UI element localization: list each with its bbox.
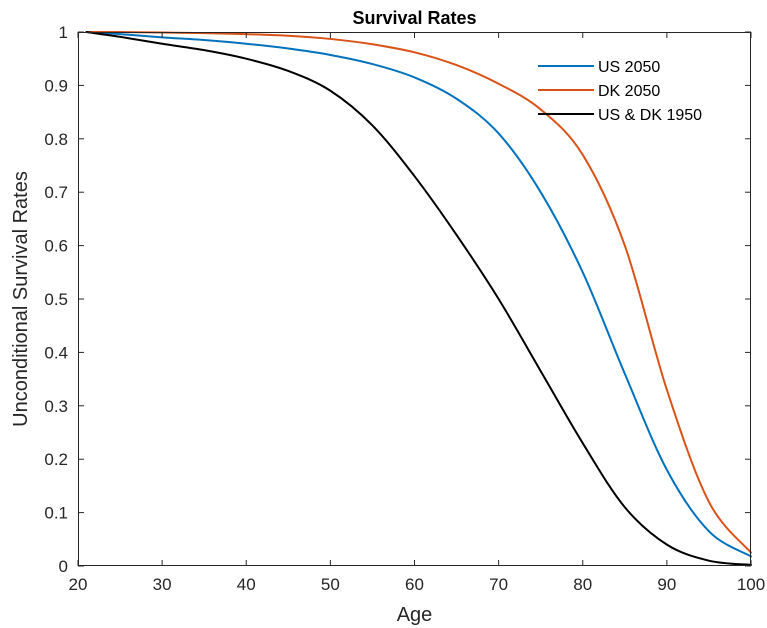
series-line-1 [85,30,752,554]
x-tick-label: 80 [573,575,592,594]
x-tick-label: 20 [69,575,88,594]
y-tick-label: 0.1 [44,504,68,523]
plot-area [78,32,751,566]
y-tick-label: 0 [59,557,68,576]
x-tick-label: 30 [153,575,172,594]
legend-label: US & DK 1950 [598,107,702,124]
y-tick-label: 0.7 [44,183,68,202]
series-line-0 [85,31,752,558]
y-tick-label: 0.4 [44,343,68,362]
y-tick-label: 0.6 [44,237,68,256]
x-axis: 20 30 40 50 60 70 80 90 100 [69,32,765,594]
x-tick-label: 90 [657,575,676,594]
x-tick-label: 60 [405,575,424,594]
series-layer [85,30,752,566]
y-tick-label: 0.5 [44,290,68,309]
y-tick-label: 0.3 [44,397,68,416]
legend: US 2050 DK 2050 US & DK 1950 [538,59,702,124]
series-line-2 [85,31,752,566]
y-axis: 0 0.1 0.2 0.3 0.4 0.5 0.6 0.7 0.8 0.9 1 [44,23,751,576]
x-tick-label: 100 [737,575,765,594]
x-tick-label: 70 [489,575,508,594]
y-tick-label: 0.9 [44,76,68,95]
x-axis-label: Age [397,604,433,626]
y-tick-label: 1 [59,23,68,42]
y-tick-label: 0.2 [44,450,68,469]
legend-label: DK 2050 [598,83,660,100]
y-axis-label: Unconditional Survival Rates [10,171,32,427]
x-tick-label: 40 [237,575,256,594]
legend-label: US 2050 [598,59,660,76]
chart-title: Survival Rates [352,8,476,28]
y-tick-label: 0.8 [44,130,68,149]
x-tick-label: 50 [321,575,340,594]
